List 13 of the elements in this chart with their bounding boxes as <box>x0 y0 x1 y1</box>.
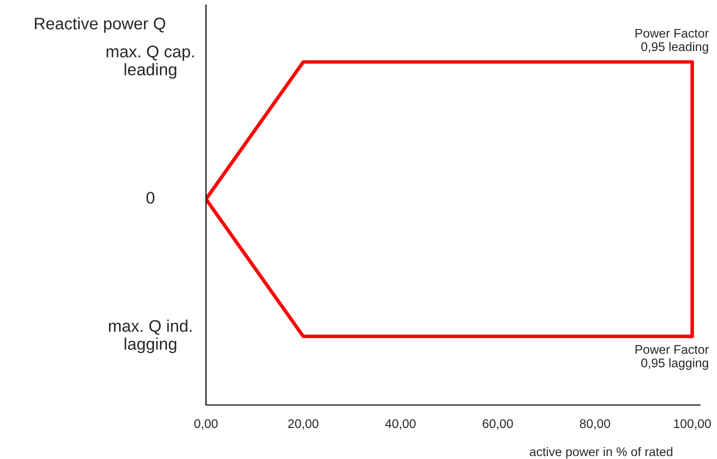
x-tick-label: 0,00 <box>194 419 218 430</box>
annotation: Power Factor 0,95 leading <box>636 28 709 54</box>
annotation: Power Factor 0,95 lagging <box>636 345 709 370</box>
x-tick-label: 20,00 <box>288 419 318 430</box>
x-tick-label: 100,00 <box>674 419 711 430</box>
text: max. Q ind. lagging <box>108 320 192 354</box>
x-tick-label: 60,00 <box>482 419 513 430</box>
x-tick-label: 40,00 <box>385 419 416 430</box>
x-axis-title: active power in % of rated <box>530 447 672 459</box>
text: max. Q cap. leading <box>106 46 194 79</box>
text: 0 <box>146 192 154 204</box>
y-axis-title: Reactive power Q <box>34 17 166 33</box>
x-tick-label: 80,00 <box>580 419 610 430</box>
